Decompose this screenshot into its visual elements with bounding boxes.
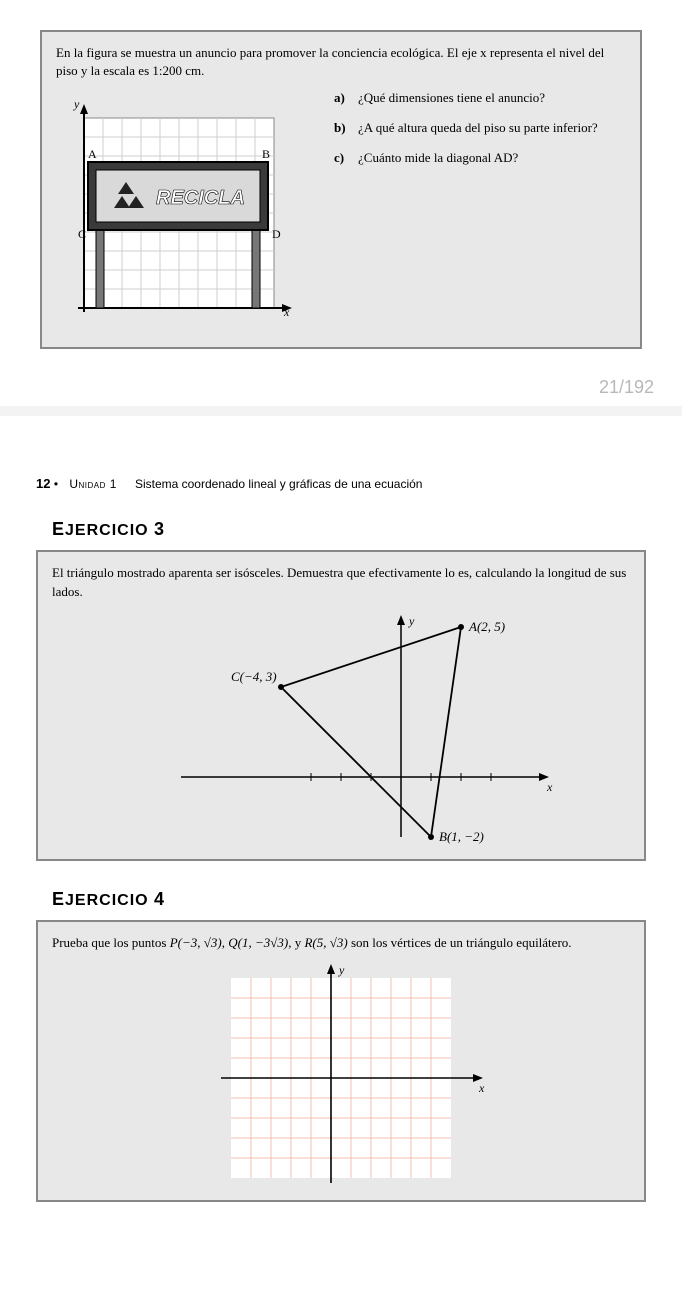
page-top: En la figura se muestra un anuncio para … (0, 0, 682, 369)
y-label: y (408, 614, 415, 628)
ex3-text: El triángulo mostrado aparenta ser isósc… (52, 564, 630, 600)
x-label: x (478, 1081, 485, 1095)
figure-recycle: y x (56, 90, 316, 335)
q-label: c) (334, 150, 352, 166)
point-B: B(1, −2) (439, 829, 484, 844)
page-number: 12 (36, 476, 50, 491)
exercise-3-heading: EJERCICIO 3 (52, 519, 646, 540)
exercise-4-box: Prueba que los puntos P(−3, √3), Q(1, −3… (36, 920, 646, 1202)
questions: a) ¿Qué dimensiones tiene el anuncio? b) ¿… (334, 90, 626, 335)
y-label: y (338, 963, 345, 977)
q-text: ¿Qué dimensiones tiene el anuncio? (358, 90, 545, 106)
page-counter: 21/192 (0, 369, 682, 406)
triangle-figure: x y A(2, 5) B(1, −2) C(−4, 3) (121, 607, 561, 847)
corner-B: B (262, 147, 270, 161)
corner-A: A (88, 147, 97, 161)
unit-label: Unidad 1 (69, 477, 117, 491)
sign-text: RECICLA (156, 187, 245, 209)
q-text: ¿A qué altura queda del piso su parte in… (358, 120, 598, 136)
grid-figure: x y (191, 958, 491, 1188)
chapter-title: Sistema coordenado lineal y gráficas de … (135, 477, 423, 491)
page-bottom: 12 • Unidad 1 Sistema coordenado lineal … (0, 416, 682, 1226)
exercise-box-top: En la figura se muestra un anuncio para … (40, 30, 642, 349)
x-label: x (546, 780, 553, 794)
q-label: b) (334, 120, 352, 136)
y-axis-label: y (73, 97, 80, 111)
corner-C: C (78, 227, 86, 241)
ex4-text: Prueba que los puntos P(−3, √3), Q(1, −3… (52, 934, 630, 952)
exercise-3-box: El triángulo mostrado aparenta ser isósc… (36, 550, 646, 860)
q-label: a) (334, 90, 352, 106)
corner-D: D (272, 227, 281, 241)
intro-text: En la figura se muestra un anuncio para … (56, 44, 626, 80)
q-text: ¿Cuánto mide la diagonal AD? (358, 150, 518, 166)
exercise-4-heading: EJERCICIO 4 (52, 889, 646, 910)
page-header: 12 • Unidad 1 Sistema coordenado lineal … (36, 476, 646, 491)
point-C: C(−4, 3) (231, 669, 277, 684)
point-A: A(2, 5) (468, 619, 505, 634)
